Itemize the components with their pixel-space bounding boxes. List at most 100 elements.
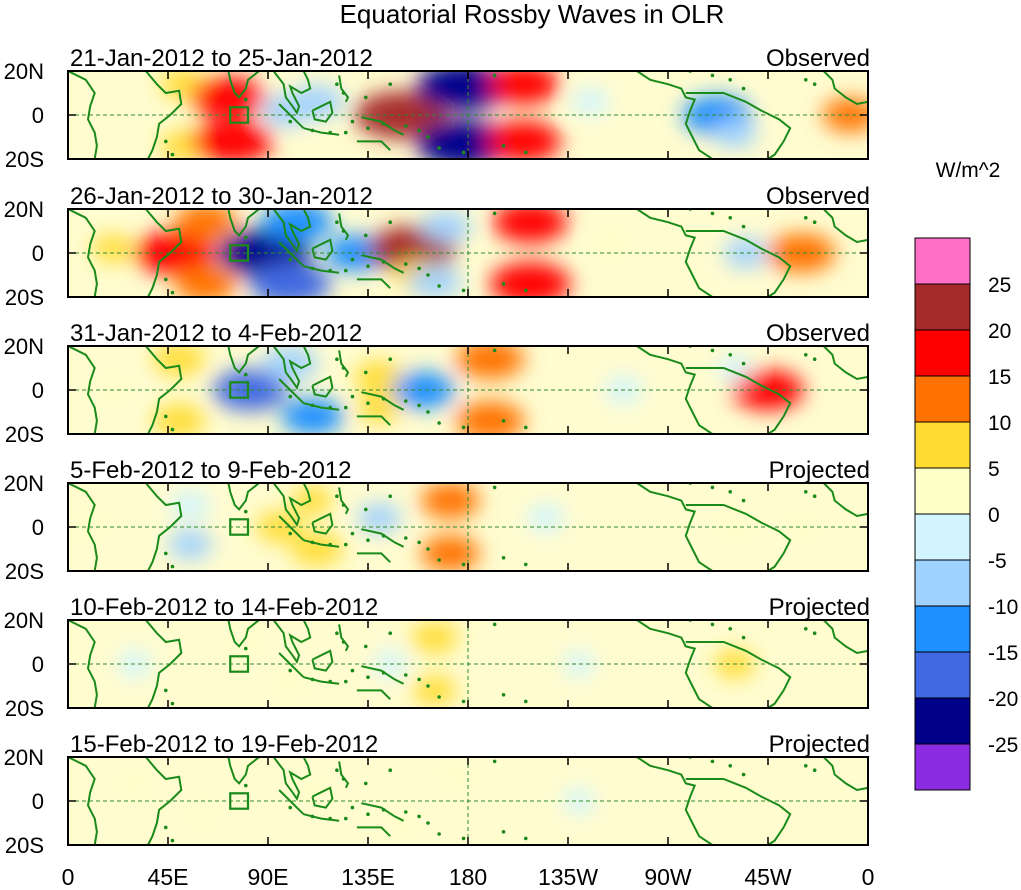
island-dot	[381, 397, 386, 401]
coastline	[278, 378, 305, 404]
coastline	[361, 802, 405, 822]
anomaly-blob	[357, 502, 401, 534]
anomaly-blob	[420, 210, 471, 244]
island-dot	[710, 73, 715, 78]
colorbar-level-label: 20	[988, 320, 1011, 343]
island-dot	[366, 538, 370, 542]
island-dot	[343, 405, 348, 410]
island-dot	[163, 825, 168, 830]
colorbar-swatch	[914, 467, 971, 515]
x-tick-label: 180	[449, 864, 487, 890]
anomaly-blob	[170, 490, 211, 520]
colorbar-level-label: 0	[988, 504, 1000, 527]
panel-type-label: Projected	[769, 731, 870, 758]
island-dot	[350, 531, 355, 536]
island-dot	[170, 427, 175, 432]
coastline	[278, 103, 305, 129]
coastline	[361, 116, 405, 136]
island-dot	[728, 216, 733, 220]
island-dot	[461, 562, 466, 567]
coastline	[356, 826, 391, 837]
anomaly-core	[210, 129, 255, 154]
island-dot	[417, 128, 421, 133]
island-dot	[741, 224, 746, 229]
colorbar-swatch	[914, 559, 971, 607]
island-dot	[243, 783, 248, 788]
island-dot	[403, 124, 408, 128]
island-dot	[170, 701, 175, 706]
x-tick-label: 135W	[538, 864, 598, 890]
y-tick-label: 20N	[4, 59, 44, 84]
island-dot	[243, 646, 248, 651]
coastline	[636, 209, 713, 297]
island-dot	[381, 260, 386, 264]
island-dot	[710, 759, 715, 764]
panel-field	[68, 620, 868, 708]
anomaly-blob	[92, 233, 133, 264]
coastline	[68, 209, 98, 297]
island-dot	[366, 264, 370, 269]
panel-type-label: Observed	[766, 183, 870, 210]
anomaly-blob	[152, 403, 206, 434]
anomaly-core	[503, 73, 544, 96]
island-dot	[461, 425, 466, 430]
coastline	[311, 649, 334, 672]
coastline	[361, 665, 405, 685]
colorbar-swatch	[914, 283, 971, 331]
coastline	[311, 512, 334, 535]
panel-2: 20N 0 20S 26-Jan-2012 to 30-Jan-2012 Observe…	[4, 183, 870, 310]
island-dot	[461, 836, 466, 841]
island-dot	[437, 832, 441, 836]
y-tick-label: 20S	[5, 147, 44, 172]
island-dot	[710, 211, 715, 216]
panel-date-label: 31-Jan-2012 to 4-Feb-2012	[70, 320, 362, 347]
anomaly-core	[295, 406, 330, 427]
coastline	[145, 71, 183, 159]
island-dot	[288, 257, 293, 262]
coastline	[822, 483, 868, 518]
island-dot	[350, 257, 355, 262]
coastline	[145, 483, 183, 571]
island-dot	[366, 812, 370, 816]
x-tick-label: 45E	[148, 864, 189, 890]
island-dot	[812, 82, 817, 86]
anomaly-core	[375, 101, 428, 129]
island-dot	[335, 220, 339, 224]
coastline	[272, 757, 312, 802]
island-dot	[501, 144, 506, 148]
anomaly-core	[437, 130, 490, 157]
coastline	[145, 757, 183, 845]
coastline	[822, 209, 868, 244]
coastline	[356, 278, 391, 289]
island-dot	[243, 97, 248, 102]
panel-field	[68, 483, 868, 571]
island-dot	[437, 421, 441, 425]
x-tick-label: 135E	[341, 864, 395, 890]
anomaly-blob	[411, 621, 458, 654]
anomaly-core	[207, 85, 249, 109]
coastline	[145, 620, 183, 708]
island-dot	[335, 631, 339, 635]
island-dot	[310, 128, 315, 133]
coastline	[636, 757, 713, 845]
coastline	[272, 71, 312, 116]
coastline	[636, 620, 713, 708]
island-dot	[812, 494, 817, 499]
anomaly-core	[433, 490, 467, 511]
island-dot	[523, 150, 528, 155]
anomaly-core	[267, 271, 313, 296]
island-dot	[163, 277, 168, 282]
y-tick-label: 0	[32, 652, 44, 677]
island-dot	[381, 808, 386, 812]
island-dot	[426, 684, 430, 688]
y-tick-label: 20N	[4, 608, 44, 633]
anomaly-blob	[784, 513, 819, 541]
island-dot	[163, 688, 168, 693]
anomaly-core	[437, 73, 490, 100]
coastline	[192, 620, 261, 648]
colorbar-level-label: -25	[988, 734, 1018, 757]
coastline	[272, 346, 312, 391]
island-dot	[741, 361, 746, 366]
island-dot	[288, 394, 293, 399]
coastline	[278, 652, 305, 678]
